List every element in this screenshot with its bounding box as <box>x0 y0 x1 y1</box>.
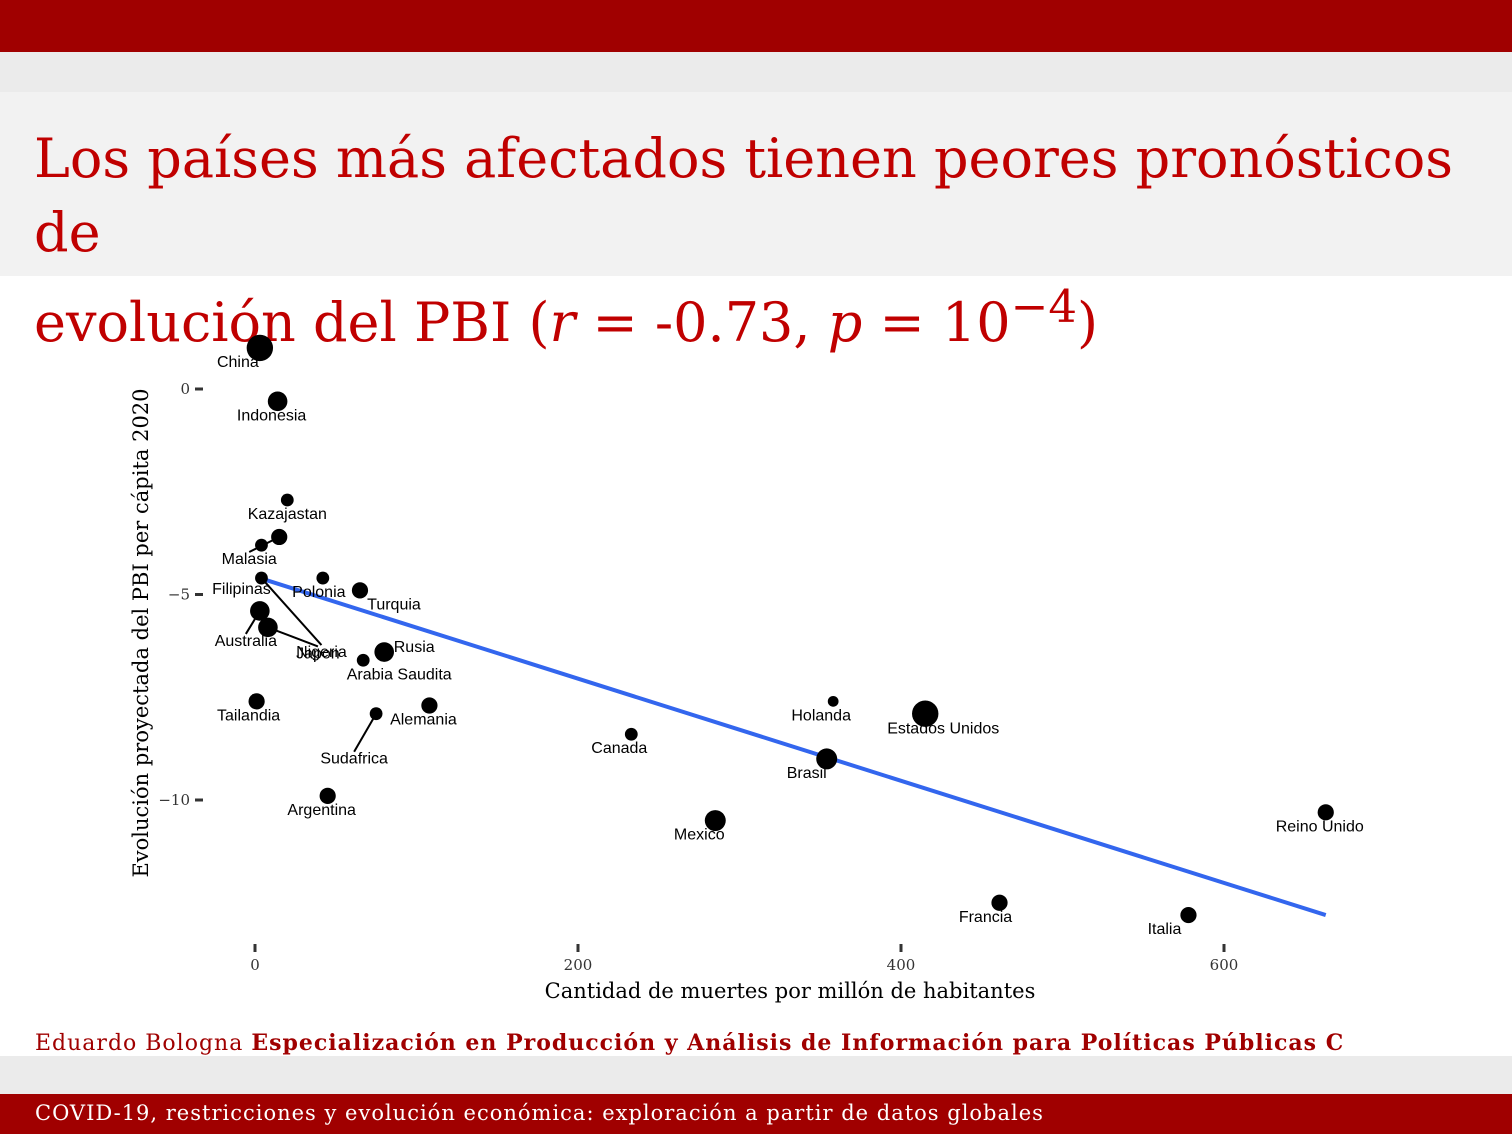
p-symbol: p <box>827 291 863 354</box>
title-line-2: evolución del PBI ( <box>34 291 550 354</box>
data-point <box>1180 906 1197 924</box>
point-label: Malasia <box>222 551 277 568</box>
point-label: Italia <box>1148 921 1182 938</box>
y-axis-label: Evolución proyectada del PBI per cápita … <box>129 388 153 877</box>
point-label: Reino Unido <box>1276 818 1364 835</box>
header-bar <box>0 0 1512 52</box>
scatter-chart: 0 200 400 600 0 −5 −10 China Indonesia Kazajast… <box>129 334 1364 1003</box>
y-tick-label: −10 <box>158 791 190 809</box>
point-label: Tailandia <box>217 707 280 724</box>
y-tick-label: 0 <box>180 380 190 398</box>
data-point <box>246 334 274 362</box>
label-leader-line <box>353 713 377 753</box>
r-value: = -0.73, <box>575 291 828 354</box>
point-label: Australia <box>215 633 277 650</box>
point-label: Alemania <box>390 711 457 728</box>
footer-author-line: Eduardo Bologna Especialización en Produ… <box>35 1030 1344 1056</box>
point-labels: China Indonesia Kazajastan Malasia Filipinas… <box>212 354 1364 938</box>
data-point <box>255 538 268 552</box>
x-axis-label: Cantidad de muertes por millón de habita… <box>545 979 1036 1003</box>
point-label: Filipinas <box>212 581 271 598</box>
title-close: ) <box>1076 291 1099 354</box>
y-tick-label: −5 <box>168 586 190 604</box>
point-label: Francia <box>959 909 1012 926</box>
point-label: Brasil <box>787 765 827 782</box>
point-label: Arabia Saudita <box>347 666 452 683</box>
data-point <box>248 693 265 710</box>
point-label: Holanda <box>791 707 851 724</box>
data-point <box>351 582 369 599</box>
footer-program: Especialización en Producción y Análisis… <box>251 1030 1345 1056</box>
data-point <box>369 707 383 721</box>
x-axis: 0 200 400 600 <box>250 944 1238 974</box>
data-point <box>374 642 395 662</box>
data-point <box>255 571 268 585</box>
data-point <box>912 700 939 727</box>
point-label: Polonia <box>292 584 345 601</box>
p-value: = 10 <box>862 291 1011 354</box>
label-leader-line <box>260 577 323 646</box>
point-label: Turquia <box>367 596 421 613</box>
trend-line-group <box>259 576 1327 917</box>
data-points <box>246 334 1334 924</box>
x-tick-label: 400 <box>887 956 916 974</box>
point-label: Nigeria <box>296 644 347 661</box>
point-label: Rusia <box>394 639 435 656</box>
data-point <box>319 787 336 804</box>
data-point <box>356 653 370 667</box>
data-point <box>827 695 839 707</box>
footer-gray-band <box>0 1056 1512 1094</box>
point-label: China <box>217 354 259 371</box>
point-label: Indonesia <box>237 407 306 424</box>
data-point <box>421 697 438 714</box>
r-symbol: r <box>549 291 576 354</box>
footer-bar <box>0 1094 1512 1134</box>
data-point <box>816 748 838 770</box>
data-point <box>316 571 330 585</box>
data-point <box>267 391 288 412</box>
data-point <box>624 727 638 741</box>
point-label: Sudafrica <box>320 751 388 768</box>
data-point <box>250 601 270 621</box>
point-label: Kazajastan <box>248 506 327 523</box>
footer-author: Eduardo Bologna <box>35 1031 244 1056</box>
data-point <box>1317 804 1334 821</box>
data-point <box>704 810 726 832</box>
title-line-1: Los países más afectados tienen peores p… <box>34 127 1453 264</box>
point-label: Japon <box>296 645 340 662</box>
trend-line <box>259 576 1327 917</box>
slide-title: Los países más afectados tienen peores p… <box>34 122 1494 360</box>
x-tick-label: 600 <box>1210 956 1239 974</box>
point-label: Argentina <box>287 802 356 819</box>
x-tick-label: 0 <box>250 956 260 974</box>
header-gray-band <box>0 52 1512 92</box>
y-axis: 0 −5 −10 <box>158 380 203 809</box>
data-point <box>258 617 278 638</box>
x-tick-label: 200 <box>564 956 593 974</box>
point-label: Estados Unidos <box>887 721 999 738</box>
data-point <box>991 894 1008 911</box>
p-exponent: −4 <box>1010 280 1077 333</box>
footer-subtitle: COVID-19, restricciones y evolución econ… <box>35 1101 1044 1125</box>
data-point <box>280 493 294 507</box>
data-point <box>271 528 288 546</box>
point-label: Mexico <box>674 827 725 844</box>
title-band <box>0 92 1512 276</box>
point-label: Canada <box>591 740 647 757</box>
